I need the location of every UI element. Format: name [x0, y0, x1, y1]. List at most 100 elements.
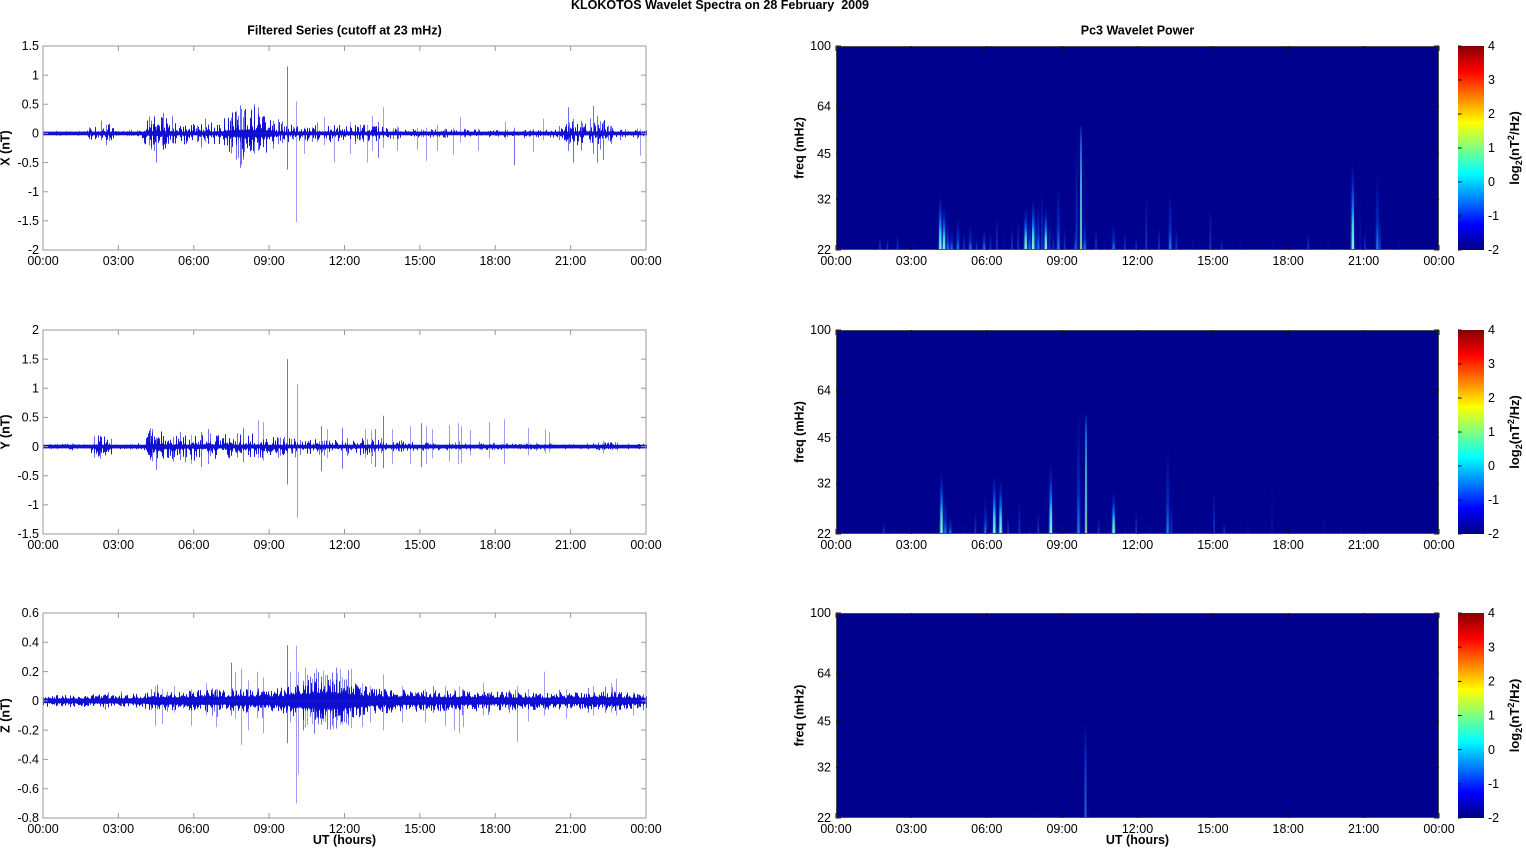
svg-text:15:00: 15:00: [1197, 822, 1228, 836]
svg-text:09:00: 09:00: [253, 254, 284, 268]
svg-text:32: 32: [817, 761, 831, 775]
svg-text:32: 32: [817, 477, 831, 491]
svg-text:-2: -2: [1488, 527, 1499, 541]
svg-text:1: 1: [1488, 425, 1495, 439]
svg-text:X (nT): X (nT): [0, 130, 13, 165]
svg-text:-1.5: -1.5: [17, 527, 39, 541]
svg-text:Z (nT): Z (nT): [0, 698, 13, 733]
svg-text:-0.2: -0.2: [17, 723, 39, 737]
svg-text:0: 0: [32, 694, 39, 708]
svg-text:freq (mHz): freq (mHz): [793, 401, 807, 463]
svg-text:0.2: 0.2: [22, 665, 39, 679]
svg-text:18:00: 18:00: [1273, 254, 1304, 268]
svg-text:0: 0: [32, 440, 39, 454]
svg-text:18:00: 18:00: [1273, 538, 1304, 552]
svg-text:-2: -2: [1488, 811, 1499, 825]
svg-text:22: 22: [817, 243, 831, 257]
svg-text:2: 2: [1488, 391, 1495, 405]
svg-text:21:00: 21:00: [555, 254, 586, 268]
svg-text:-0.5: -0.5: [17, 156, 39, 170]
svg-text:Pc3 Wavelet Power: Pc3 Wavelet Power: [1081, 24, 1195, 38]
svg-text:UT (hours): UT (hours): [1106, 833, 1169, 847]
svg-text:03:00: 03:00: [896, 254, 927, 268]
svg-text:freq (mHz): freq (mHz): [793, 117, 807, 179]
svg-text:100: 100: [810, 323, 831, 337]
svg-text:00:00: 00:00: [820, 538, 851, 552]
svg-text:45: 45: [817, 431, 831, 445]
svg-text:21:00: 21:00: [1348, 822, 1379, 836]
svg-text:-1: -1: [1488, 777, 1499, 791]
svg-text:0.5: 0.5: [22, 98, 39, 112]
svg-text:4: 4: [1488, 39, 1495, 53]
svg-text:21:00: 21:00: [1348, 254, 1379, 268]
svg-text:18:00: 18:00: [480, 254, 511, 268]
svg-text:2: 2: [32, 323, 39, 337]
svg-text:06:00: 06:00: [178, 254, 209, 268]
svg-text:06:00: 06:00: [178, 822, 209, 836]
svg-text:00:00: 00:00: [630, 254, 661, 268]
svg-text:1: 1: [1488, 709, 1495, 723]
svg-text:00:00: 00:00: [1423, 254, 1454, 268]
svg-text:18:00: 18:00: [1273, 822, 1304, 836]
svg-text:09:00: 09:00: [1046, 538, 1077, 552]
svg-text:06:00: 06:00: [971, 254, 1002, 268]
svg-text:00:00: 00:00: [27, 538, 58, 552]
svg-text:21:00: 21:00: [1348, 538, 1379, 552]
svg-text:00:00: 00:00: [820, 254, 851, 268]
svg-text:-0.4: -0.4: [17, 753, 39, 767]
svg-text:1: 1: [32, 68, 39, 82]
svg-text:12:00: 12:00: [1122, 822, 1153, 836]
svg-text:0.5: 0.5: [22, 411, 39, 425]
svg-text:03:00: 03:00: [896, 822, 927, 836]
svg-text:00:00: 00:00: [27, 254, 58, 268]
svg-text:0: 0: [1488, 459, 1495, 473]
svg-text:0.6: 0.6: [22, 606, 39, 620]
svg-text:0: 0: [1488, 743, 1495, 757]
svg-text:3: 3: [1488, 640, 1495, 654]
svg-text:-0.5: -0.5: [17, 469, 39, 483]
svg-text:15:00: 15:00: [404, 254, 435, 268]
svg-text:-1: -1: [28, 498, 39, 512]
svg-text:00:00: 00:00: [820, 822, 851, 836]
svg-text:64: 64: [817, 383, 831, 397]
svg-text:4: 4: [1488, 606, 1495, 620]
svg-text:21:00: 21:00: [555, 538, 586, 552]
svg-text:-1: -1: [1488, 209, 1499, 223]
svg-text:100: 100: [810, 606, 831, 620]
svg-text:00:00: 00:00: [27, 822, 58, 836]
svg-text:3: 3: [1488, 357, 1495, 371]
svg-text:00:00: 00:00: [630, 538, 661, 552]
svg-text:-2: -2: [28, 243, 39, 257]
svg-text:06:00: 06:00: [971, 538, 1002, 552]
svg-text:64: 64: [817, 667, 831, 681]
svg-text:45: 45: [817, 714, 831, 728]
svg-text:2: 2: [1488, 675, 1495, 689]
svg-text:15:00: 15:00: [1197, 538, 1228, 552]
svg-text:12:00: 12:00: [329, 538, 360, 552]
svg-text:09:00: 09:00: [1046, 822, 1077, 836]
svg-text:15:00: 15:00: [1197, 254, 1228, 268]
svg-text:Y (nT): Y (nT): [0, 414, 13, 449]
svg-text:-1.5: -1.5: [17, 214, 39, 228]
svg-text:22: 22: [817, 811, 831, 825]
svg-text:1.5: 1.5: [22, 352, 39, 366]
svg-text:12:00: 12:00: [1122, 538, 1153, 552]
svg-text:18:00: 18:00: [480, 538, 511, 552]
svg-text:1: 1: [1488, 141, 1495, 155]
svg-text:15:00: 15:00: [404, 822, 435, 836]
svg-text:22: 22: [817, 527, 831, 541]
svg-text:freq (mHz): freq (mHz): [793, 685, 807, 747]
svg-text:0: 0: [32, 127, 39, 141]
svg-text:12:00: 12:00: [329, 822, 360, 836]
svg-text:0.4: 0.4: [22, 636, 39, 650]
svg-text:-0.8: -0.8: [17, 811, 39, 825]
svg-text:Filtered Series (cutoff at 23: Filtered Series (cutoff at 23 mHz): [247, 24, 442, 38]
svg-text:1.5: 1.5: [22, 39, 39, 53]
svg-text:06:00: 06:00: [971, 822, 1002, 836]
svg-text:00:00: 00:00: [1423, 822, 1454, 836]
svg-text:21:00: 21:00: [555, 822, 586, 836]
svg-text:log2(nT2/Hz): log2(nT2/Hz): [1506, 395, 1524, 469]
svg-text:00:00: 00:00: [630, 822, 661, 836]
svg-text:1: 1: [32, 382, 39, 396]
svg-text:-1: -1: [28, 185, 39, 199]
